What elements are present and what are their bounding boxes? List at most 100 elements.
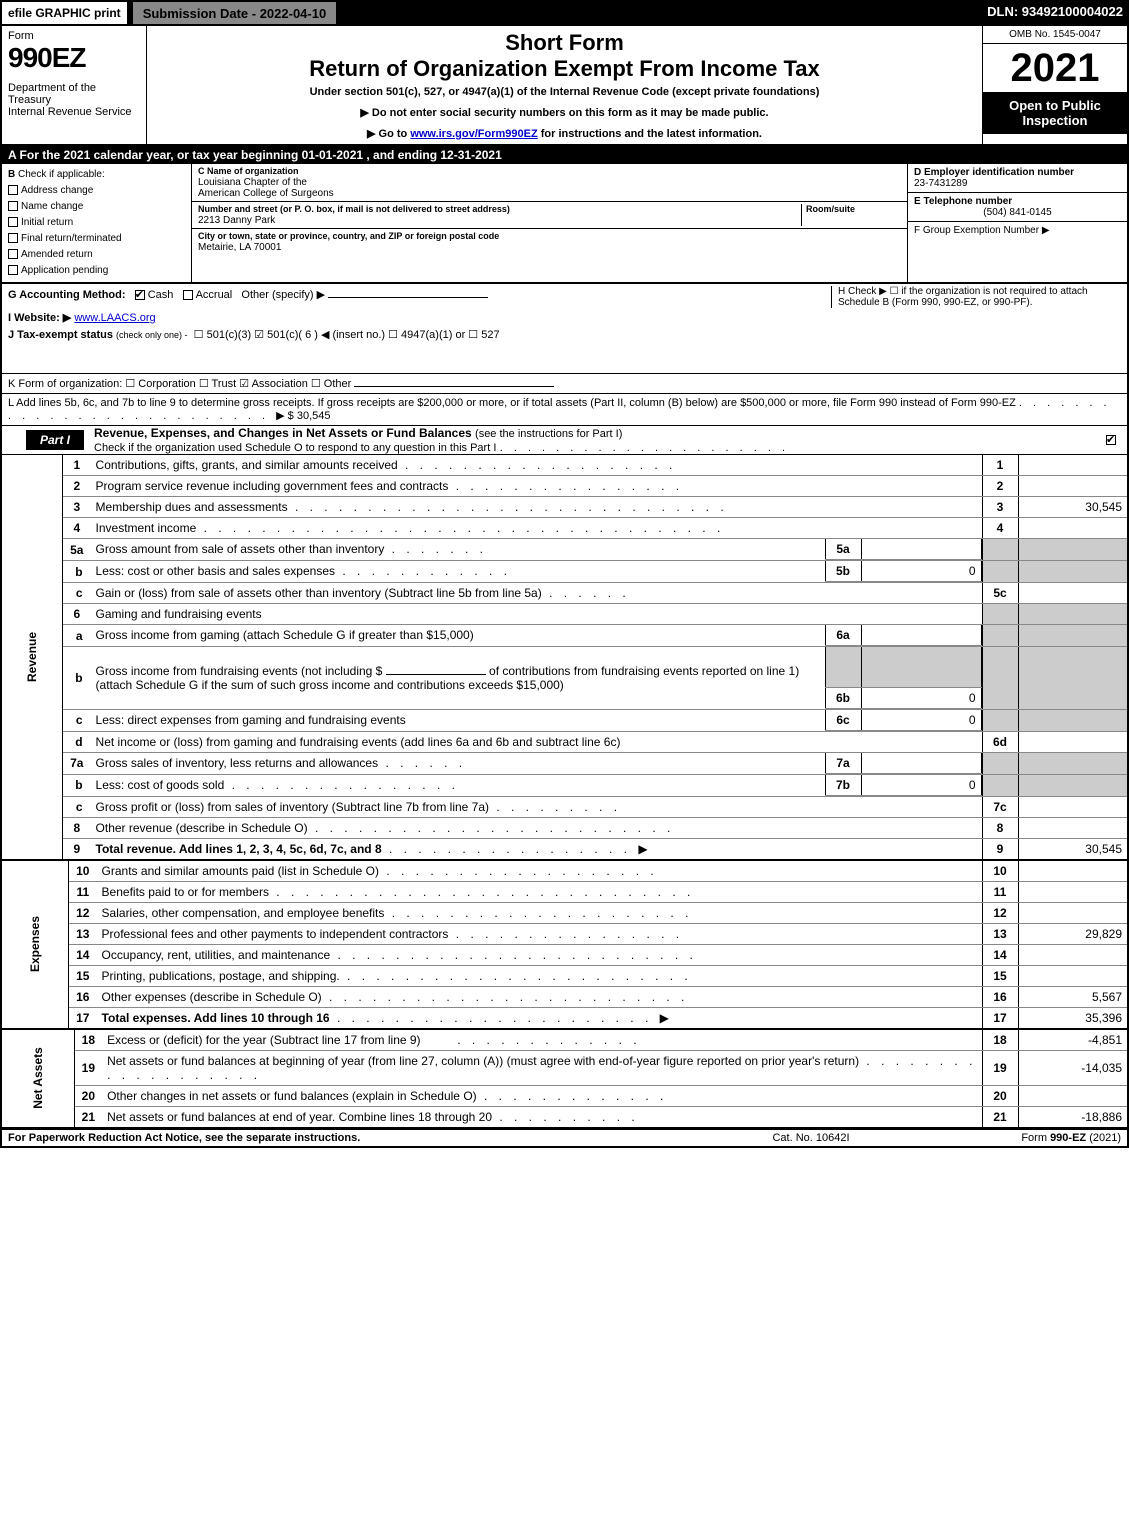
d-label: D Employer identification number xyxy=(914,167,1074,178)
section-b: B Check if applicable: Address change Na… xyxy=(2,164,192,282)
l3-rn: 3 xyxy=(982,497,1018,518)
checkbox-initial-return[interactable] xyxy=(8,217,18,227)
checkbox-address-change[interactable] xyxy=(8,185,18,195)
l6c-mv: 0 xyxy=(861,710,981,731)
line-7a: 7a Gross sales of inventory, less return… xyxy=(1,752,1128,774)
line-2: 2 Program service revenue including gove… xyxy=(1,476,1128,497)
line-10: Expenses 10 Grants and similar amounts p… xyxy=(1,861,1128,882)
checkbox-part-i-schedule-o[interactable] xyxy=(1106,435,1116,445)
header-center: Short Form Return of Organization Exempt… xyxy=(147,26,982,144)
l9-rn: 9 xyxy=(982,838,1018,860)
line-18: Net Assets 18 Excess or (deficit) for th… xyxy=(1,1030,1128,1051)
l1-num: 1 xyxy=(63,455,91,476)
l18-desc: Excess or (deficit) for the year (Subtra… xyxy=(107,1033,420,1047)
l17-num: 17 xyxy=(69,1007,97,1029)
j-sub: (check only one) - xyxy=(116,330,188,340)
l-amount: ▶ $ 30,545 xyxy=(276,410,330,422)
l19-rv: -14,035 xyxy=(1018,1050,1128,1085)
l5c-rn: 5c xyxy=(982,583,1018,604)
header-left: Form 990EZ Department of the Treasury In… xyxy=(2,26,147,144)
l6c-desc: Less: direct expenses from gaming and fu… xyxy=(96,713,406,727)
efile-graphic-print-button[interactable]: efile GRAPHIC print xyxy=(0,0,129,26)
l15-desc: Printing, publications, postage, and shi… xyxy=(102,969,340,983)
l8-desc: Other revenue (describe in Schedule O) xyxy=(96,821,308,835)
line-5b: b Less: cost or other basis and sales ex… xyxy=(1,561,1128,583)
form-number: 990EZ xyxy=(8,42,140,74)
l6a-mv xyxy=(861,625,981,646)
line-1: Revenue 1 Contributions, gifts, grants, … xyxy=(1,455,1128,476)
l16-num: 16 xyxy=(69,986,97,1007)
l4-rv xyxy=(1018,518,1128,539)
l7c-num: c xyxy=(63,796,91,817)
form-word: Form xyxy=(8,30,140,42)
l20-desc: Other changes in net assets or fund bala… xyxy=(107,1089,477,1103)
row-a-tax-year: A For the 2021 calendar year, or tax yea… xyxy=(0,146,1129,164)
netassets-table: Net Assets 18 Excess or (deficit) for th… xyxy=(0,1030,1129,1129)
l13-rn: 13 xyxy=(982,923,1018,944)
l5a-num: 5a xyxy=(63,539,91,561)
short-form-title: Short Form xyxy=(155,30,974,56)
irs-link[interactable]: www.irs.gov/Form990EZ xyxy=(410,128,537,140)
omb-number: OMB No. 1545-0047 xyxy=(983,26,1127,44)
line-9: 9 Total revenue. Add lines 1, 2, 3, 4, 5… xyxy=(1,838,1128,860)
goto-text: ▶ Go to www.irs.gov/Form990EZ for instru… xyxy=(155,127,974,140)
part-i-header: Part I Revenue, Expenses, and Changes in… xyxy=(0,426,1129,455)
l6a-mn: 6a xyxy=(825,625,861,646)
l20-rn: 20 xyxy=(982,1085,1018,1106)
l15-rv xyxy=(1018,965,1128,986)
top-bar: efile GRAPHIC print Submission Date - 20… xyxy=(0,0,1129,26)
open-to-public: Open to Public Inspection xyxy=(983,92,1127,134)
line-12: 12 Salaries, other compensation, and emp… xyxy=(1,902,1128,923)
footer-right: Form 990-EZ (2021) xyxy=(941,1132,1121,1144)
g-label: G Accounting Method: xyxy=(8,289,126,301)
l6b-mv: 0 xyxy=(861,687,981,708)
l2-rv xyxy=(1018,476,1128,497)
website-link[interactable]: www.LAACS.org xyxy=(74,312,155,324)
footer-left: For Paperwork Reduction Act Notice, see … xyxy=(8,1132,681,1144)
checkbox-cash[interactable] xyxy=(135,290,145,300)
line-11: 11 Benefits paid to or for members . . .… xyxy=(1,881,1128,902)
submission-date-button[interactable]: Submission Date - 2022-04-10 xyxy=(131,0,339,26)
l15-num: 15 xyxy=(69,965,97,986)
line-6b: b Gross income from fundraising events (… xyxy=(1,647,1128,710)
l14-rv xyxy=(1018,944,1128,965)
checkbox-accrual[interactable] xyxy=(183,290,193,300)
section-ghij: G Accounting Method: Cash Accrual Other … xyxy=(0,284,1129,374)
l21-desc: Net assets or fund balances at end of ye… xyxy=(107,1110,492,1124)
checkbox-name-change[interactable] xyxy=(8,201,18,211)
l3-rv: 30,545 xyxy=(1018,497,1128,518)
l13-num: 13 xyxy=(69,923,97,944)
l11-desc: Benefits paid to or for members xyxy=(102,885,269,899)
l20-num: 20 xyxy=(74,1085,102,1106)
f-label: F Group Exemption Number ▶ xyxy=(914,225,1050,236)
l12-rv xyxy=(1018,902,1128,923)
part-i-title-sub: (see the instructions for Part I) xyxy=(475,428,622,440)
j-options: ☐ 501(c)(3) ☑ 501(c)( 6 ) ◀ (insert no.)… xyxy=(194,329,500,341)
l6d-rv xyxy=(1018,731,1128,752)
part-i-check: Check if the organization used Schedule … xyxy=(94,442,496,454)
line-13: 13 Professional fees and other payments … xyxy=(1,923,1128,944)
l6-desc: Gaming and fundraising events xyxy=(91,604,982,625)
l5c-rv xyxy=(1018,583,1128,604)
l14-desc: Occupancy, rent, utilities, and maintena… xyxy=(102,948,331,962)
c-name-value: Louisiana Chapter of the American Colleg… xyxy=(198,177,334,199)
l11-rv xyxy=(1018,881,1128,902)
checkbox-amended-return[interactable] xyxy=(8,249,18,259)
part-i-title: Revenue, Expenses, and Changes in Net As… xyxy=(94,426,475,440)
l8-rv xyxy=(1018,817,1128,838)
line-14: 14 Occupancy, rent, utilities, and maint… xyxy=(1,944,1128,965)
l18-num: 18 xyxy=(74,1030,102,1051)
l9-num: 9 xyxy=(63,838,91,860)
l7c-rn: 7c xyxy=(982,796,1018,817)
line-7c: c Gross profit or (loss) from sales of i… xyxy=(1,796,1128,817)
opt-name-change: Name change xyxy=(21,201,83,212)
line-6: 6 Gaming and fundraising events xyxy=(1,604,1128,625)
checkbox-final-return[interactable] xyxy=(8,233,18,243)
l5b-mv: 0 xyxy=(861,561,981,582)
l20-rv xyxy=(1018,1085,1128,1106)
l9-rv: 30,545 xyxy=(1018,838,1128,860)
checkbox-application-pending[interactable] xyxy=(8,265,18,275)
l5a-mv xyxy=(861,539,981,560)
l11-rn: 11 xyxy=(982,881,1018,902)
l6a-desc: Gross income from gaming (attach Schedul… xyxy=(96,628,474,642)
